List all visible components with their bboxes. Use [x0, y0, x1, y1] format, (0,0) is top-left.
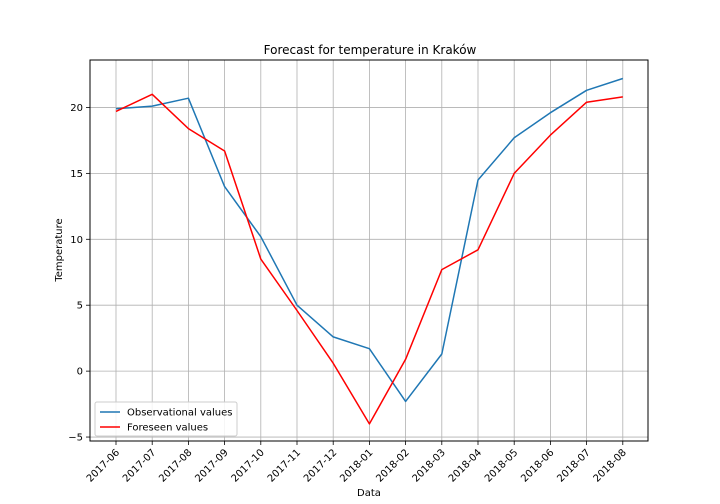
x-tick-label: 2018-08	[592, 447, 629, 484]
y-tick-label: 0	[77, 367, 83, 378]
x-tick-label: 2017-11	[266, 447, 303, 484]
x-tick-label: 2018-02	[374, 447, 411, 484]
y-tick-label: 10	[70, 235, 83, 246]
y-tick-label: 15	[70, 169, 83, 180]
x-tick-label: 2017-06	[85, 447, 122, 484]
x-tick-label: 2018-07	[555, 447, 592, 484]
y-axis-label: Temperature	[54, 218, 65, 282]
x-tick-label: 2018-04	[447, 447, 484, 484]
legend-entry: Foreseen values	[127, 423, 208, 434]
x-axis-ticks: 2017-062017-072017-082017-092017-102017-…	[85, 441, 629, 485]
grid-lines	[90, 60, 648, 441]
x-tick-label: 2017-09	[193, 447, 230, 484]
y-tick-label: 5	[77, 301, 83, 312]
y-axis-ticks: −5 0 5 10 15 20	[68, 103, 90, 444]
x-tick-label: 2017-08	[157, 447, 194, 484]
x-tick-label: 2018-05	[483, 447, 520, 484]
series-line-0	[115, 77, 624, 403]
x-axis-label: Data	[357, 488, 381, 499]
x-tick-label: 2017-07	[121, 447, 158, 484]
legend-entry: Observational values	[127, 408, 233, 419]
x-tick-label: 2018-03	[411, 447, 448, 484]
legend-box	[94, 401, 238, 437]
x-tick-label: 2018-01	[338, 447, 375, 484]
series-line-1	[115, 93, 623, 425]
x-tick-label: 2018-06	[519, 447, 556, 484]
x-tick-label: 2017-12	[302, 447, 339, 484]
legend: Observational values Foreseen values	[94, 401, 238, 437]
y-tick-label: 20	[70, 103, 83, 114]
chart-title: Forecast for temperature in Kraków	[264, 43, 477, 57]
x-tick-label: 2017-10	[230, 447, 267, 484]
y-tick-label: −5	[68, 433, 83, 444]
series-lines	[115, 77, 624, 425]
